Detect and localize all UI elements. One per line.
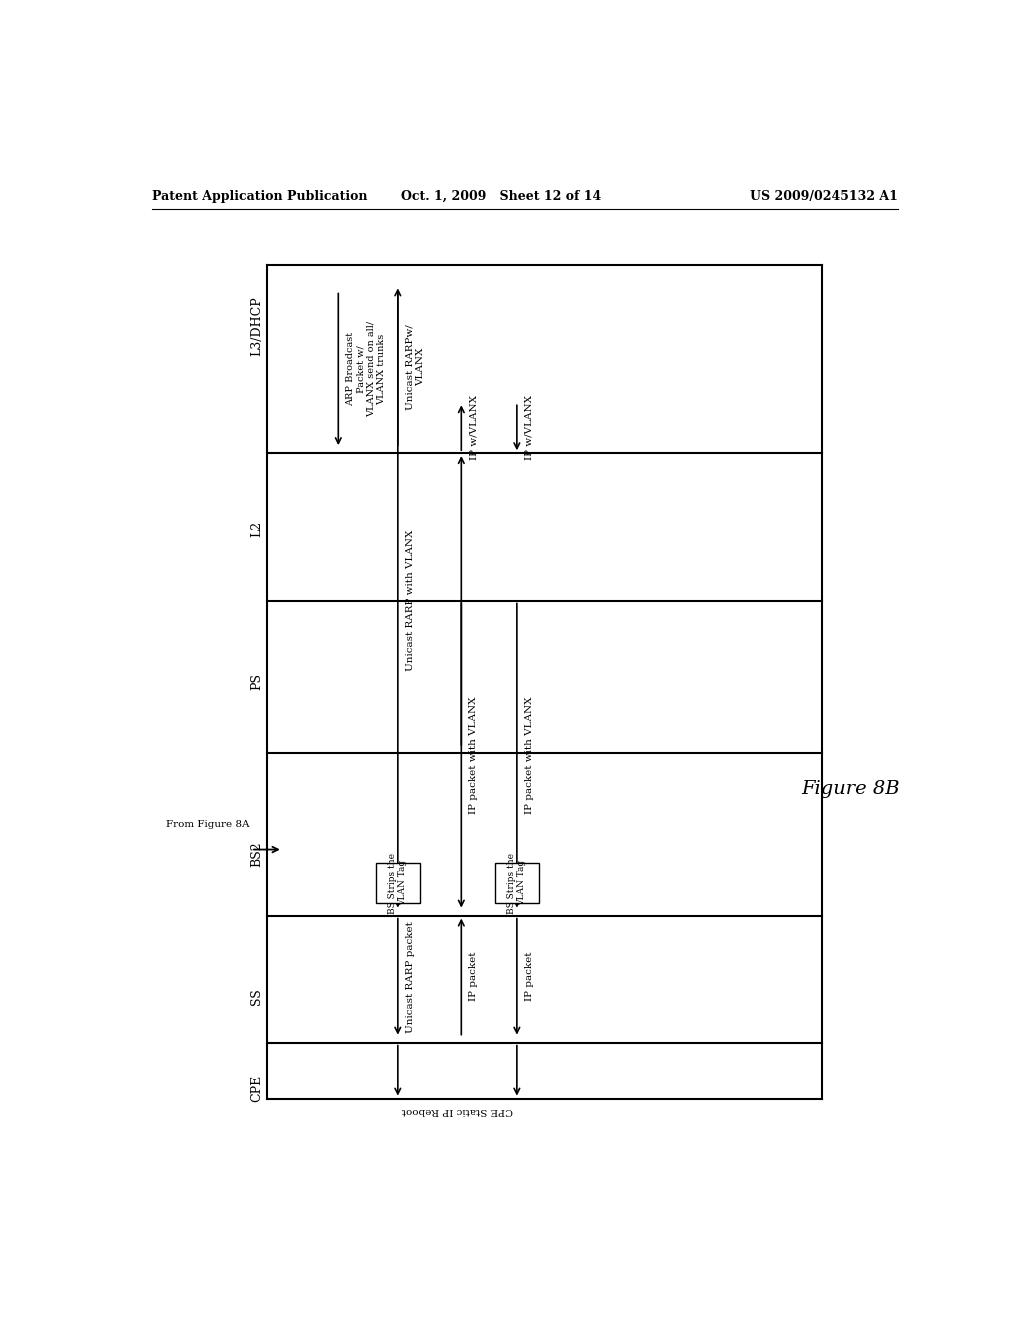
Text: Unicast RARP with VLANX: Unicast RARP with VLANX <box>406 529 415 672</box>
Text: PS: PS <box>250 673 263 690</box>
Text: IP packet: IP packet <box>524 952 534 1002</box>
Text: L3/DHCP: L3/DHCP <box>250 296 263 356</box>
Text: IP packet with VLANX: IP packet with VLANX <box>524 697 534 814</box>
Text: Oct. 1, 2009   Sheet 12 of 14: Oct. 1, 2009 Sheet 12 of 14 <box>400 190 601 202</box>
Text: IP w/VLANX: IP w/VLANX <box>524 395 534 461</box>
Text: CPE Static IP Reboot: CPE Static IP Reboot <box>401 1106 513 1115</box>
Text: IP packet with VLANX: IP packet with VLANX <box>469 697 478 814</box>
Text: L2: L2 <box>250 521 263 537</box>
Text: BS2: BS2 <box>250 842 263 867</box>
FancyBboxPatch shape <box>495 863 539 903</box>
Text: BS Strips the
VLAN Tag: BS Strips the VLAN Tag <box>388 853 408 913</box>
Text: SS: SS <box>250 989 263 1006</box>
Text: Patent Application Publication: Patent Application Publication <box>152 190 368 202</box>
Text: IP packet: IP packet <box>469 952 478 1002</box>
Text: CPE: CPE <box>250 1074 263 1102</box>
Text: ARP Broadcast
Packet w/
VLANX send on all/
VLANX trunks: ARP Broadcast Packet w/ VLANX send on al… <box>346 321 386 417</box>
Text: Figure 8B: Figure 8B <box>801 780 899 797</box>
Text: BS Strips the
VLAN Tag: BS Strips the VLAN Tag <box>507 853 526 913</box>
Text: US 2009/0245132 A1: US 2009/0245132 A1 <box>750 190 898 202</box>
Text: From Figure 8A: From Figure 8A <box>166 820 249 829</box>
FancyBboxPatch shape <box>376 863 420 903</box>
Text: IP w/VLANX: IP w/VLANX <box>469 395 478 461</box>
Text: Unicast RARPw/
VLANX: Unicast RARPw/ VLANX <box>406 323 425 409</box>
Text: Unicast RARP packet: Unicast RARP packet <box>406 920 415 1032</box>
